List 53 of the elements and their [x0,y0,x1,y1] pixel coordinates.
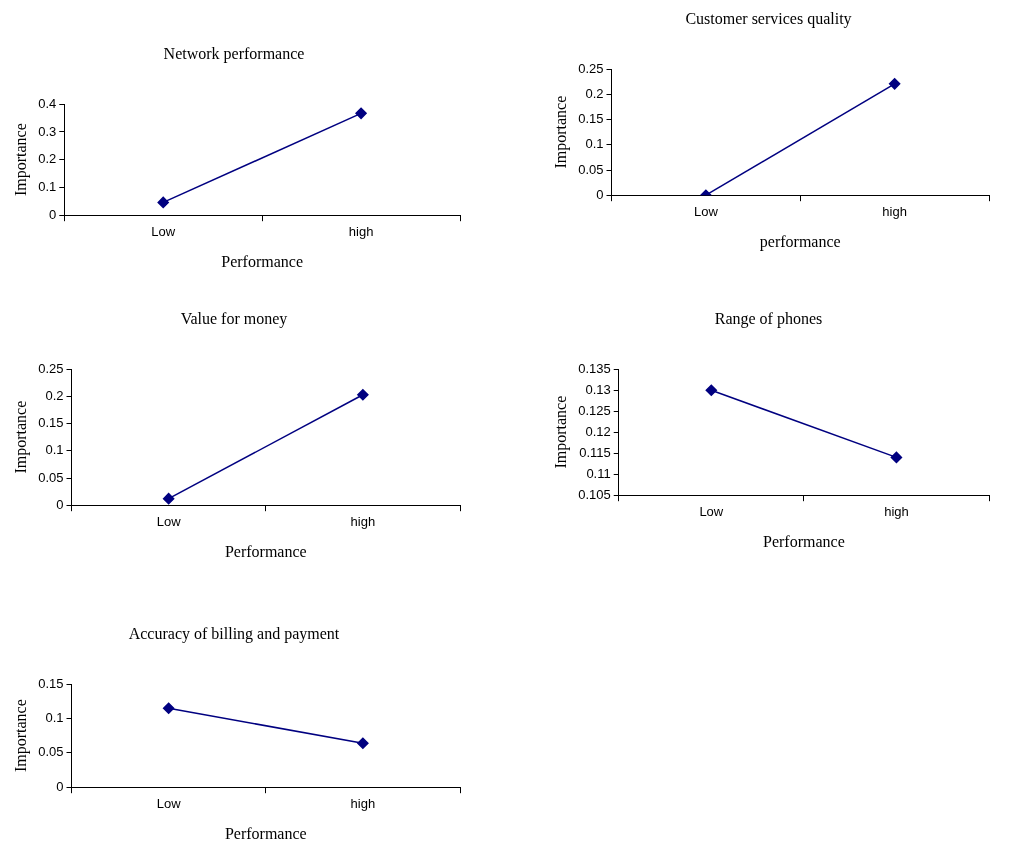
x-tick-label: high [884,503,909,519]
y-tick-label: 0.15 [38,415,64,431]
y-tick-label: 0.05 [578,161,604,177]
x-axis-title: Performance [224,542,307,560]
y-tick-label: 0.2 [38,151,57,167]
y-tick-label: 0 [596,186,604,202]
x-tick-label: high [350,795,376,811]
y-tick-label: 0.05 [38,744,64,760]
y-axis-title: Importance [551,95,570,169]
chart-title: Range of phones [714,309,823,328]
y-tick-label: 0.135 [578,360,611,376]
x-axis-title: Performance [221,252,303,270]
y-tick-label: 0.15 [578,111,604,127]
y-tick-label: 0.11 [586,465,611,481]
x-tick-label: Low [156,795,182,811]
y-tick-label: 0.12 [585,423,611,439]
y-tick-label: 0 [56,496,64,512]
y-tick-label: 0.13 [585,381,611,397]
y-tick-label: 0 [56,778,64,794]
x-axis-title: Performance [763,532,845,550]
y-tick-label: 0.115 [579,444,611,460]
y-tick-label: 0.05 [38,469,64,485]
y-tick-label: 0 [49,206,57,222]
y-tick-label: 0.1 [585,136,604,152]
y-tick-label: 0.1 [45,710,64,726]
chart-title: Network performance [163,44,305,63]
y-tick-label: 0.2 [585,85,604,101]
y-tick-label: 0.15 [38,675,64,691]
y-tick-label: 0.25 [38,360,64,376]
x-tick-label: high [350,513,376,529]
y-tick-label: 0.25 [578,60,604,76]
y-axis-title: Importance [551,395,570,469]
chart-title: Value for money [180,309,288,328]
chart-title: Accuracy of billing and payment [128,624,340,643]
x-tick-label: Low [693,203,719,219]
y-tick-label: 0.2 [45,387,64,403]
x-axis-title: performance [759,232,841,251]
x-tick-label: high [348,223,374,239]
y-axis-title: Importance [11,699,30,773]
y-axis-title: Importance [11,400,30,474]
x-axis-title: Performance [224,824,307,842]
x-tick-label: Low [699,503,724,519]
y-tick-label: 0.4 [38,95,57,111]
x-tick-label: high [882,203,907,219]
y-tick-label: 0.3 [38,123,57,139]
y-tick-label: 0.1 [38,179,57,195]
x-tick-label: Low [156,513,182,529]
y-tick-label: 0.105 [578,486,611,502]
y-tick-label: 0.1 [45,442,64,458]
y-axis-title: Importance [11,123,30,197]
y-tick-label: 0.125 [578,402,611,418]
x-tick-label: Low [151,223,176,239]
chart-title: Customer services quality [685,9,852,28]
